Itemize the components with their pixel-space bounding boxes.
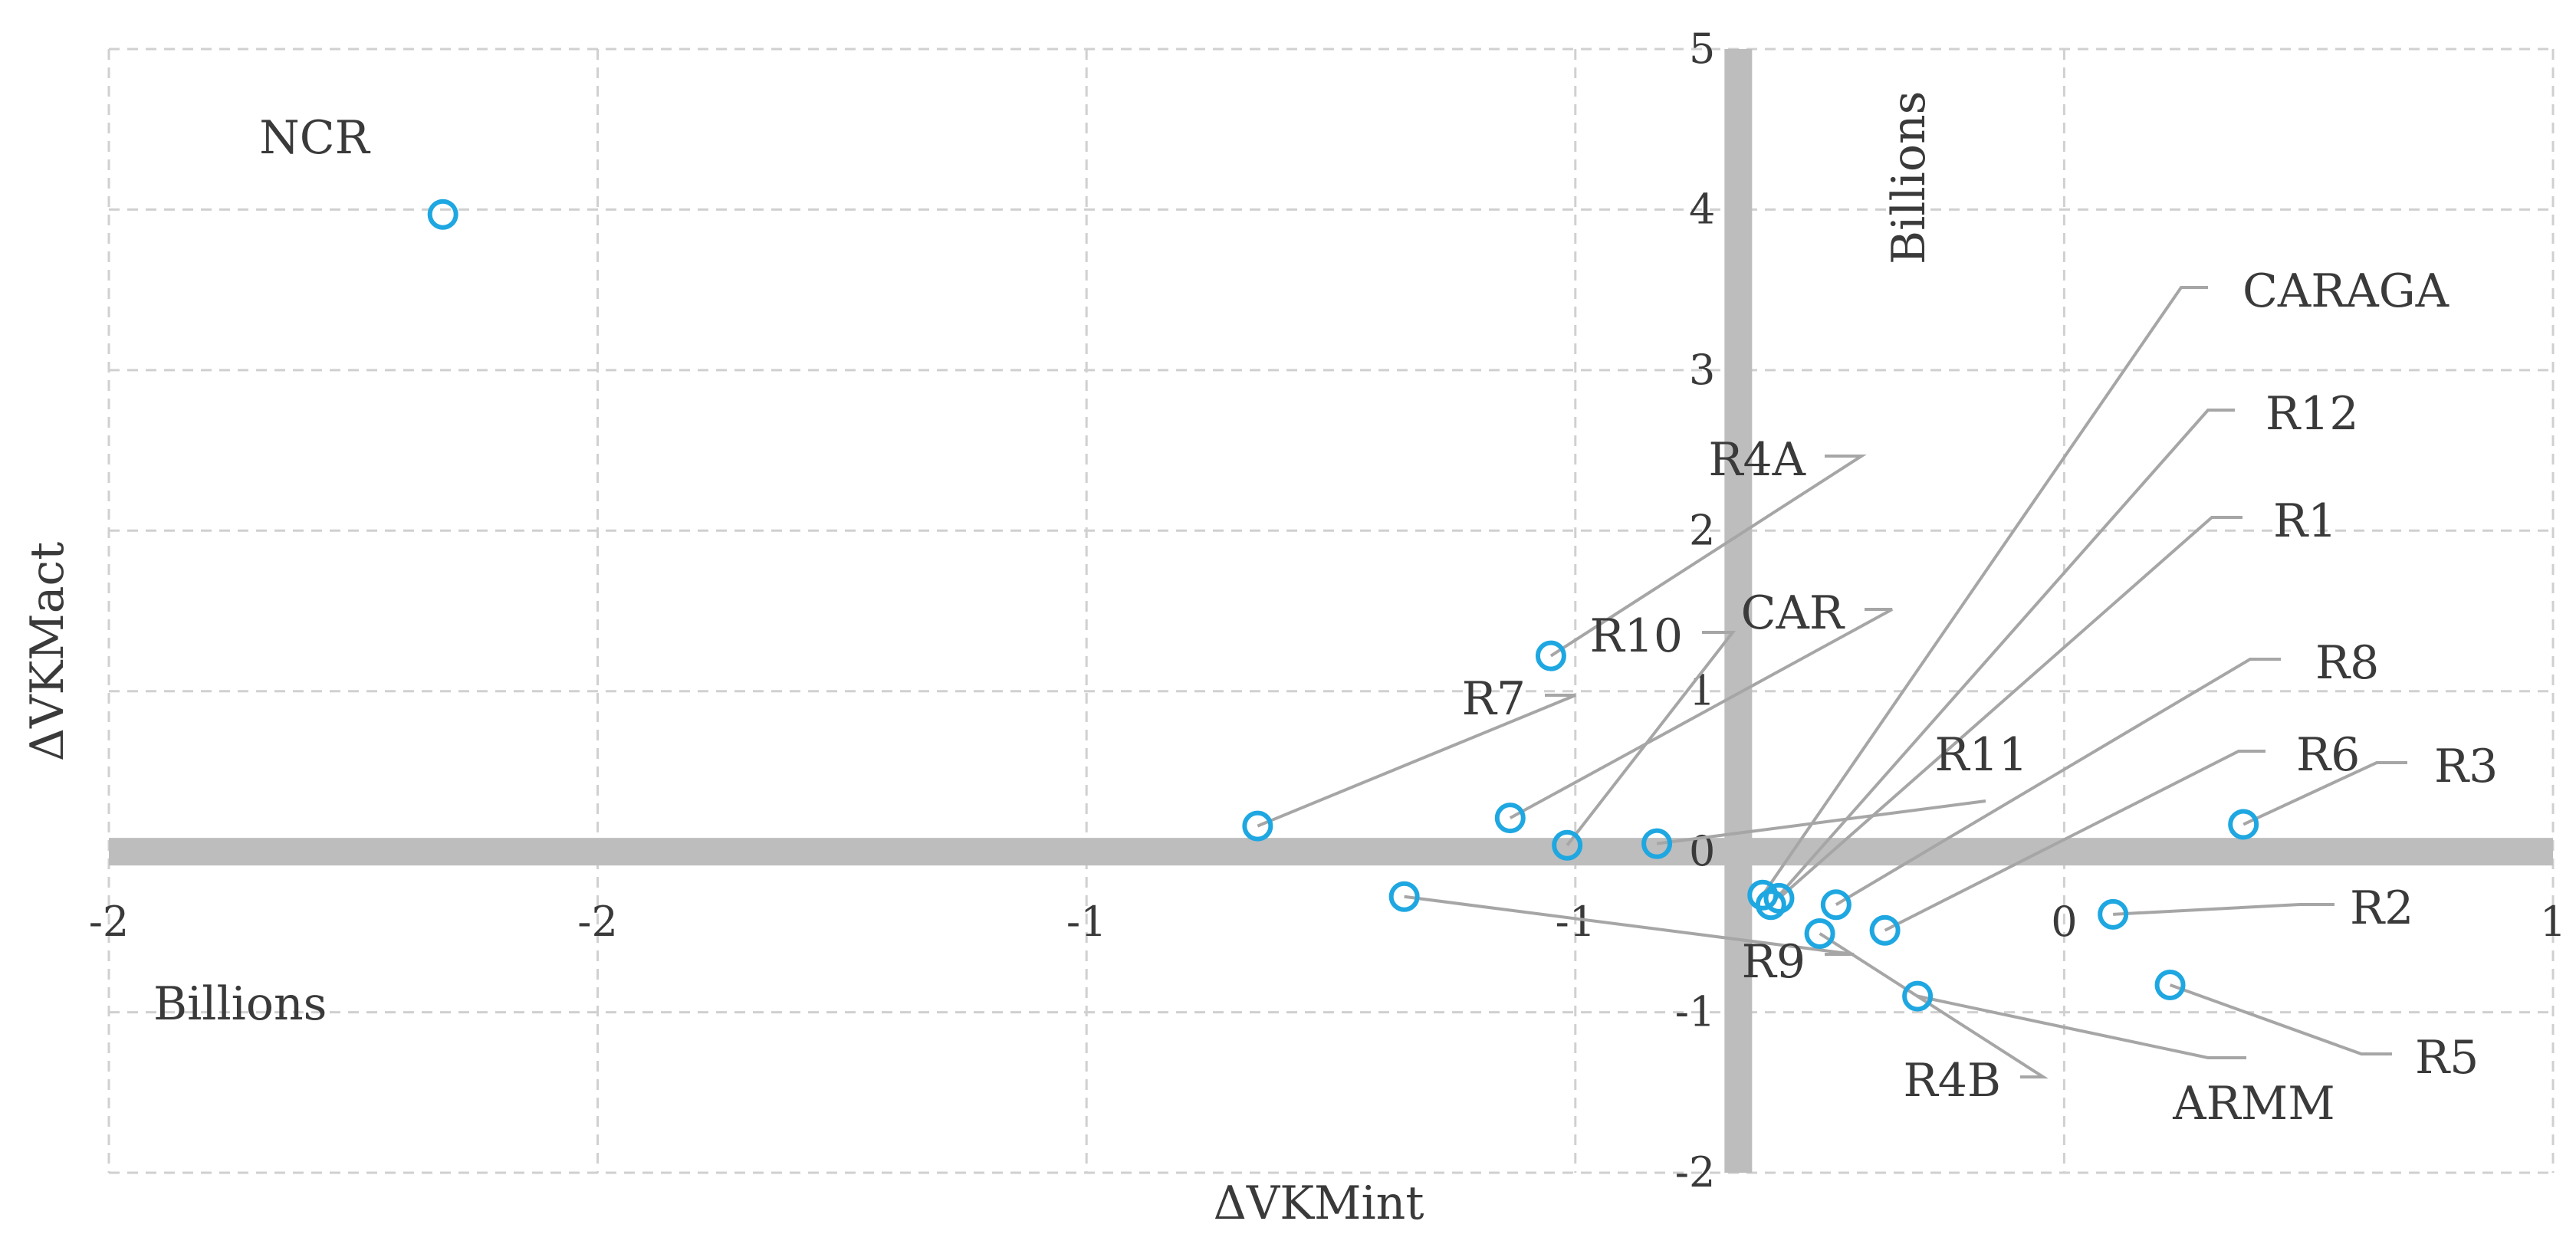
y-axis-title: ΔVKMact xyxy=(21,542,74,761)
data-point xyxy=(1763,882,1795,914)
leader-line xyxy=(1509,608,1893,819)
x-tick-label: -2 xyxy=(89,898,130,946)
data-point xyxy=(1869,914,1901,946)
leader-line xyxy=(1917,994,2246,1059)
point-label: R7 xyxy=(1462,672,1526,726)
leader-line xyxy=(1778,516,2242,900)
axis-layer xyxy=(109,49,2553,1173)
point-label: R10 xyxy=(1589,609,1683,663)
data-point xyxy=(1494,803,1526,834)
data-point xyxy=(2154,969,2186,1000)
data-point xyxy=(1535,640,1566,671)
data-point xyxy=(1820,889,1852,921)
data-point xyxy=(1804,918,1835,949)
x-tick-label: -1 xyxy=(1066,898,1107,946)
point-layer xyxy=(427,199,2259,1012)
point-label: CARAGA xyxy=(2242,264,2450,318)
leader-line xyxy=(2113,903,2334,916)
y-tick-label: 5 xyxy=(1689,25,1715,73)
data-point xyxy=(1902,980,1934,1012)
y-tick-label: 3 xyxy=(1689,346,1715,394)
leader-line xyxy=(1769,409,2235,906)
point-label: R5 xyxy=(2415,1031,2479,1085)
y-tick-label: 2 xyxy=(1689,506,1715,554)
point-label: NCR xyxy=(259,111,370,165)
y-tick-label: -2 xyxy=(1675,1148,1716,1197)
y-tick-label: -1 xyxy=(1675,988,1716,1036)
point-label: CAR xyxy=(1741,586,1845,640)
y-units-label: Billions xyxy=(1882,91,1936,264)
leader-line xyxy=(1257,694,1576,828)
label-layer: NCR R4A CAR R10 R7 R11 R9 CARAGA R12 R1 R8 R6 R4B ARM… xyxy=(259,111,2498,1131)
data-point xyxy=(1388,881,1420,912)
data-point xyxy=(2098,898,2129,930)
leader-line xyxy=(1656,799,1986,845)
grid-layer xyxy=(107,48,2555,1174)
data-point xyxy=(427,199,458,230)
point-label: R4A xyxy=(1708,433,1806,487)
leader-line xyxy=(2169,983,2392,1055)
point-label: R4B xyxy=(1904,1054,2001,1108)
leader-line xyxy=(1761,286,2208,896)
point-label: R12 xyxy=(2266,387,2359,441)
leader-line xyxy=(1884,750,2266,932)
data-point xyxy=(1552,829,1583,861)
leader-line xyxy=(1835,658,2281,906)
point-label: R3 xyxy=(2434,740,2498,793)
data-point xyxy=(1242,810,1273,842)
x-tick-label: 1 xyxy=(2540,898,2566,946)
leader-line xyxy=(1819,932,2049,1078)
leader-line xyxy=(1566,631,1737,846)
point-label: R9 xyxy=(1742,935,1806,989)
point-label: ARMM xyxy=(2172,1077,2334,1131)
point-label: R11 xyxy=(1934,728,2028,782)
point-label: R8 xyxy=(2315,636,2379,690)
leader-line xyxy=(1549,455,1867,658)
point-label: R2 xyxy=(2350,881,2413,935)
x-tick-label: -2 xyxy=(577,898,618,946)
data-point xyxy=(1755,889,1786,921)
x-tick-label: 0 xyxy=(2051,898,2077,946)
x-axis-title: ΔVKMint xyxy=(1214,1177,1424,1230)
leader-layer xyxy=(1257,286,2407,1078)
leader-line xyxy=(2242,761,2407,826)
x-units-label: Billions xyxy=(153,977,327,1031)
y-tick-label: 4 xyxy=(1689,185,1715,233)
y-tick-label: 0 xyxy=(1689,827,1715,875)
data-point xyxy=(1641,828,1673,859)
point-label: R1 xyxy=(2273,494,2337,548)
point-label: R6 xyxy=(2296,728,2360,782)
data-point xyxy=(2228,809,2259,840)
